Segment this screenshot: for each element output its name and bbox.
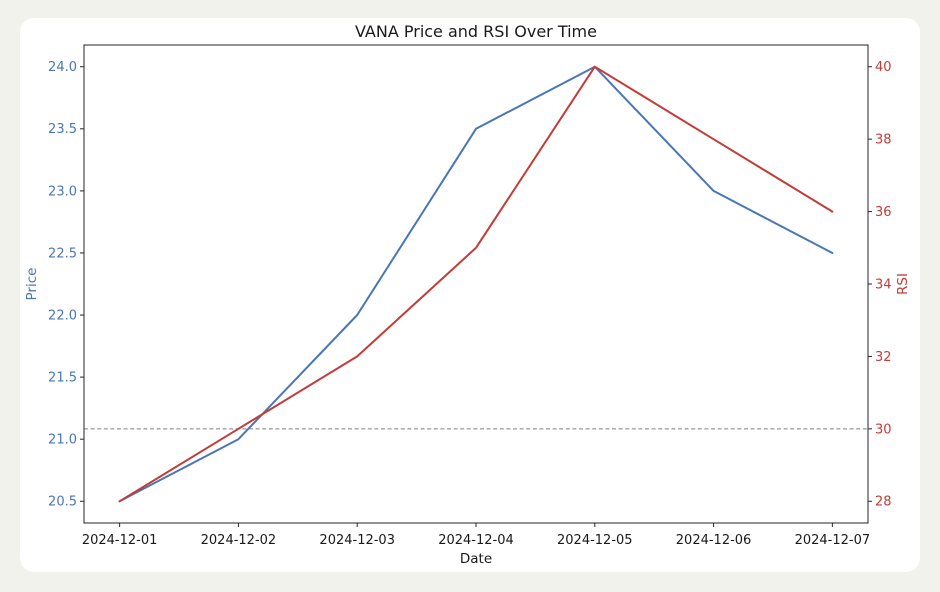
- x-axis-label: Date: [460, 551, 492, 567]
- price-tick-label: 23.5: [48, 122, 77, 137]
- price-axis-label: Price: [24, 268, 40, 301]
- date-tick-label: 2024-12-01: [82, 533, 158, 548]
- plot-border: [83, 44, 869, 524]
- price-tick-label: 22.0: [48, 308, 77, 323]
- date-tick-label: 2024-12-02: [201, 533, 277, 548]
- chart-title: VANA Price and RSI Over Time: [355, 22, 597, 41]
- price-tick-label: 21.5: [48, 371, 77, 386]
- rsi-line: [118, 65, 834, 503]
- rsi-axis-label: RSI: [895, 273, 911, 295]
- rsi-tick-label: 36: [875, 205, 892, 220]
- date-tick-label: 2024-12-03: [319, 533, 395, 548]
- date-tick-label: 2024-12-07: [795, 533, 871, 548]
- chart-canvas: VANA Price and RSI Over Time 20.5 21.0 21.…: [24, 22, 911, 567]
- price-tick-label: 20.5: [48, 495, 77, 510]
- rsi-tick-label: 34: [875, 277, 892, 292]
- date-tick-label: 2024-12-05: [557, 533, 633, 548]
- price-tick-label: 21.0: [48, 433, 77, 448]
- price-tick-label: 24.0: [48, 60, 77, 75]
- price-tick-label: 22.5: [48, 246, 77, 261]
- rsi-axis-ticks: 28 30 32 34 36 38 40: [868, 60, 892, 510]
- date-tick-label: 2024-12-04: [438, 533, 514, 548]
- rsi-tick-label: 30: [875, 422, 892, 437]
- rsi-tick-label: 28: [875, 495, 892, 510]
- price-axis-ticks: 20.5 21.0 21.5 22.0 22.5 23.0 23.5 24.0: [48, 60, 84, 510]
- rsi-tick-label: 32: [875, 350, 892, 365]
- x-axis-ticks: 2024-12-01 2024-12-02 2024-12-03 2024-12-04…: [82, 523, 870, 548]
- price-tick-label: 23.0: [48, 184, 77, 199]
- figure-card: VANA Price and RSI Over Time 20.5 21.0 21.…: [20, 18, 920, 572]
- rsi-tick-label: 38: [875, 133, 892, 148]
- price-line: [118, 65, 834, 503]
- date-tick-label: 2024-12-06: [676, 533, 752, 548]
- rsi-tick-label: 40: [875, 60, 892, 75]
